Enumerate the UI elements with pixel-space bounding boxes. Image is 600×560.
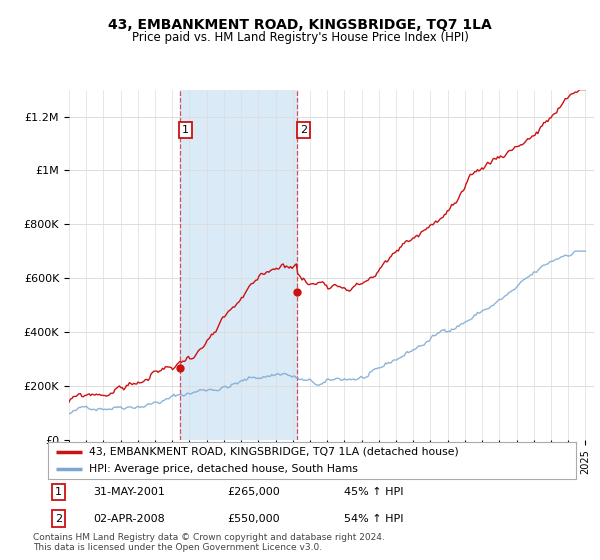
Text: 54% ↑ HPI: 54% ↑ HPI — [344, 514, 403, 524]
Text: 2: 2 — [55, 514, 62, 524]
Text: 1: 1 — [182, 125, 189, 135]
Text: 02-APR-2008: 02-APR-2008 — [93, 514, 164, 524]
Text: £265,000: £265,000 — [227, 487, 280, 497]
Bar — [179, 90, 297, 440]
Text: £550,000: £550,000 — [227, 514, 280, 524]
Text: Contains HM Land Registry data © Crown copyright and database right 2024.: Contains HM Land Registry data © Crown c… — [33, 533, 385, 542]
Text: 43, EMBANKMENT ROAD, KINGSBRIDGE, TQ7 1LA: 43, EMBANKMENT ROAD, KINGSBRIDGE, TQ7 1L… — [108, 18, 492, 32]
Text: 1: 1 — [55, 487, 62, 497]
Text: 45% ↑ HPI: 45% ↑ HPI — [344, 487, 403, 497]
Text: Price paid vs. HM Land Registry's House Price Index (HPI): Price paid vs. HM Land Registry's House … — [131, 31, 469, 44]
Text: 31-MAY-2001: 31-MAY-2001 — [93, 487, 165, 497]
Text: This data is licensed under the Open Government Licence v3.0.: This data is licensed under the Open Gov… — [33, 543, 322, 552]
Text: HPI: Average price, detached house, South Hams: HPI: Average price, detached house, Sout… — [89, 464, 358, 474]
Text: 2: 2 — [299, 125, 307, 135]
Text: 43, EMBANKMENT ROAD, KINGSBRIDGE, TQ7 1LA (detached house): 43, EMBANKMENT ROAD, KINGSBRIDGE, TQ7 1L… — [89, 447, 459, 457]
